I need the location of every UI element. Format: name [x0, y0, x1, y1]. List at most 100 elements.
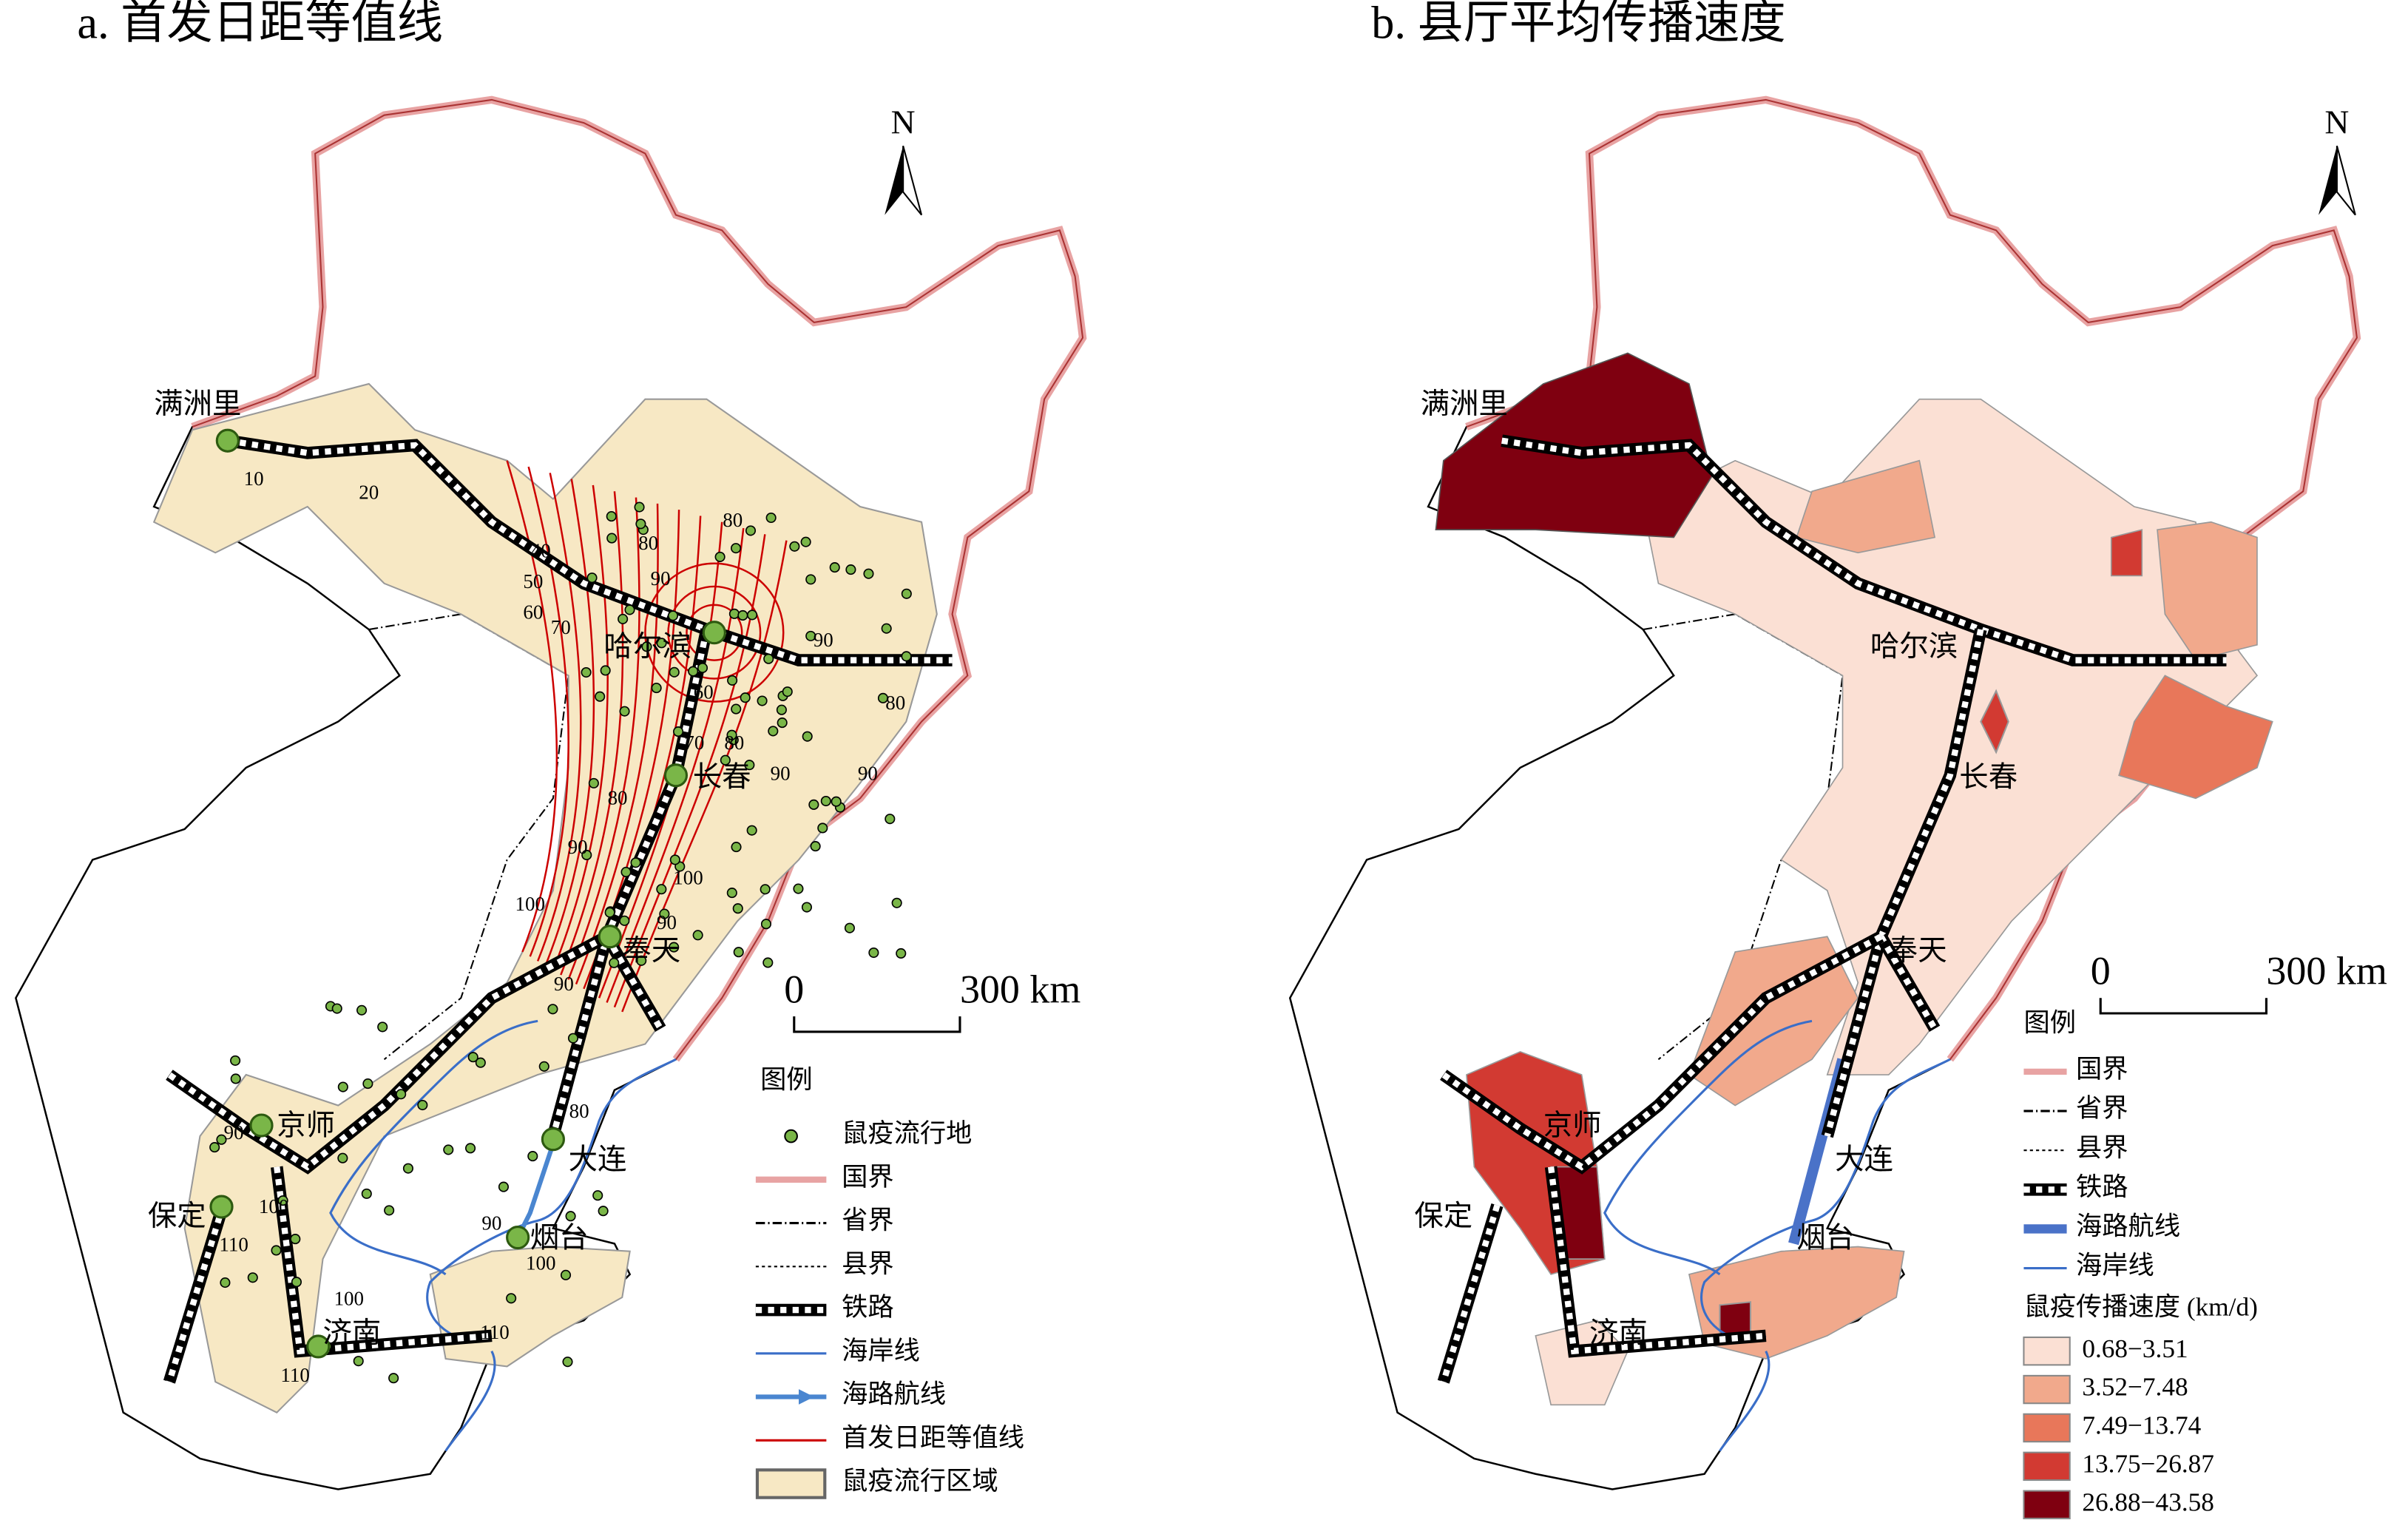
plague-site — [760, 919, 772, 930]
plague-site — [896, 948, 907, 959]
legend-title: 图例 — [760, 1066, 813, 1095]
contour-label: 70 — [551, 616, 571, 638]
city-label: 奉天 — [1889, 934, 1947, 967]
legend-label: 13.75−26.87 — [2082, 1449, 2214, 1478]
plague-site — [562, 1357, 573, 1368]
contour-label: 80 — [723, 509, 743, 531]
contour-label: 40 — [531, 539, 551, 561]
city-label: 保定 — [1414, 1200, 1472, 1232]
north-label: N — [891, 104, 916, 141]
legend-label: 县界 — [842, 1249, 894, 1278]
legend-title: 图例 — [2023, 1009, 2076, 1038]
isoline — [567, 497, 640, 980]
plague-site — [793, 883, 804, 894]
plague-site — [802, 731, 813, 742]
legend-swatch — [2023, 1374, 2071, 1405]
city-label: 满洲里 — [1421, 388, 1508, 420]
panel-title: a. 首发日距等值线 — [77, 0, 443, 49]
scale-label: 300 km — [960, 967, 1080, 1011]
legend-label: 铁路 — [2076, 1172, 2128, 1201]
plague-site — [620, 866, 632, 878]
plague-site — [547, 1004, 558, 1015]
plague-site — [726, 729, 737, 740]
railway — [167, 933, 609, 1171]
plague-site — [527, 1151, 538, 1162]
plague-site — [868, 947, 879, 959]
plague-site — [720, 754, 731, 766]
legend-label: 7.49−13.74 — [2082, 1411, 2201, 1440]
plague-site — [901, 588, 912, 599]
plague-site — [290, 1234, 301, 1245]
legend-label: 海路航线 — [2076, 1212, 2180, 1241]
legend-label: 鼠疫流行地 — [842, 1119, 972, 1148]
plague-site — [737, 609, 748, 621]
contour-label: 100 — [259, 1195, 288, 1217]
isoline — [667, 585, 762, 680]
plague-site — [619, 706, 630, 717]
city-label: 大连 — [569, 1143, 627, 1175]
plague-site — [388, 1373, 399, 1384]
plague-site — [624, 604, 635, 615]
city-point — [541, 1127, 565, 1152]
contour-label: 80 — [569, 1100, 589, 1122]
plague-site — [600, 665, 611, 676]
isoline — [606, 527, 745, 1003]
railway — [1548, 1166, 1767, 1355]
county-area — [1642, 398, 2259, 1075]
legend-label: 首发日距等值线 — [842, 1423, 1024, 1452]
plague-site — [817, 823, 828, 834]
railway — [227, 437, 953, 663]
isoline — [686, 604, 743, 661]
plague-site — [467, 1052, 478, 1063]
scale-label: 0 — [784, 967, 804, 1011]
plague-site — [581, 849, 592, 861]
plague-site — [362, 1078, 373, 1090]
plague-site — [609, 957, 620, 968]
plague-site — [659, 908, 670, 919]
plague-site — [688, 666, 699, 677]
county-area — [1535, 1320, 1629, 1406]
plague-site — [669, 942, 680, 953]
north-arrow — [2319, 146, 2337, 215]
plague-site — [800, 536, 811, 547]
plague-site — [877, 692, 889, 703]
plague-site — [765, 512, 777, 524]
plague-site — [731, 543, 742, 554]
county-area — [1980, 689, 2009, 754]
plague-site — [805, 630, 816, 641]
legend-symbol — [755, 1468, 827, 1499]
plague-site — [291, 1277, 302, 1288]
plague-site — [277, 1195, 288, 1206]
county-area — [1719, 1301, 1752, 1337]
city-label: 京师 — [277, 1109, 335, 1142]
plague-site — [592, 1190, 603, 1201]
plague-site — [733, 947, 744, 958]
plague-site — [402, 1163, 413, 1174]
plague-site — [230, 1055, 241, 1066]
plague-site — [732, 903, 743, 914]
railway — [163, 1203, 229, 1384]
contour-label: 110 — [219, 1234, 248, 1256]
city-label: 烟台 — [1796, 1221, 1855, 1254]
plague-site — [356, 1004, 368, 1016]
city-point — [663, 763, 689, 788]
plague-site — [747, 609, 758, 621]
city-point — [249, 1113, 274, 1138]
contour-label: 110 — [280, 1364, 309, 1386]
contour-label: 100 — [526, 1252, 555, 1274]
plague-site — [801, 902, 812, 913]
contour-label: 70 — [684, 732, 704, 754]
city-point — [598, 925, 622, 949]
city-label: 京师 — [1543, 1109, 1602, 1142]
contour-label: 100 — [673, 867, 703, 889]
contour-label: 90 — [554, 973, 574, 995]
city-label: 济南 — [323, 1317, 382, 1349]
plague-site — [337, 1152, 348, 1163]
plague-site — [745, 525, 757, 536]
north-arrow — [2336, 145, 2356, 216]
plague-site — [831, 796, 842, 807]
plague-site — [417, 1099, 428, 1111]
plague-site — [669, 666, 680, 678]
